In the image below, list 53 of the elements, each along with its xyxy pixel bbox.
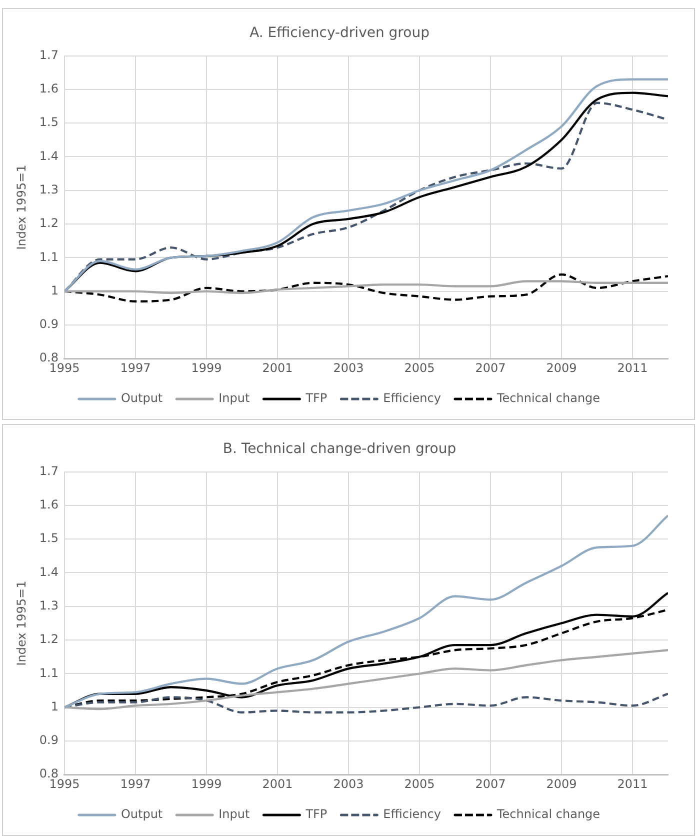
- x-tick-label: 2009: [546, 360, 577, 375]
- x-tick-label: 1995: [49, 360, 80, 375]
- x-tick-label: 1999: [191, 360, 222, 375]
- y-tick-label: 1.1: [39, 250, 58, 264]
- chart-title: B. Technical change-driven group: [222, 441, 456, 458]
- legend-label: TFP: [304, 391, 328, 406]
- x-tick-label: 2007: [475, 776, 506, 791]
- y-tick-label: 1.6: [39, 82, 58, 96]
- y-tick-label: 1.2: [39, 632, 58, 646]
- x-tick-label: 2009: [546, 776, 577, 791]
- y-tick-label: 1.7: [39, 464, 58, 478]
- y-tick-label: 0.9: [39, 317, 58, 332]
- y-tick-label: 1.5: [39, 115, 58, 130]
- y-tick-label: 0.9: [39, 733, 58, 748]
- legend-label: Technical change: [496, 807, 600, 822]
- legend-label: Efficiency: [383, 391, 441, 406]
- legend-label: Output: [120, 807, 163, 822]
- legend-label: Efficiency: [383, 807, 441, 822]
- legend-label: Input: [218, 391, 250, 406]
- y-tick-label: 1.4: [39, 564, 58, 579]
- legend-label: Input: [218, 807, 250, 822]
- y-tick-label: 1: [50, 699, 58, 714]
- legend-label: Output: [120, 391, 163, 406]
- x-tick-label: 2001: [262, 360, 293, 375]
- x-tick-label: 2003: [333, 360, 364, 375]
- y-axis-title: Index 1995=1: [14, 164, 28, 250]
- y-tick-label: 1.3: [39, 182, 58, 197]
- x-tick-label: 2001: [262, 776, 293, 791]
- y-tick-label: 1.5: [39, 531, 58, 546]
- x-tick-label: 1995: [49, 776, 80, 791]
- legend-label: TFP: [304, 807, 328, 822]
- x-tick-label: 2011: [617, 776, 648, 791]
- x-tick-label: 2007: [475, 360, 506, 375]
- legend-label: Technical change: [496, 391, 600, 406]
- y-tick-label: 1.6: [39, 498, 58, 512]
- y-tick-label: 1.1: [39, 666, 58, 680]
- x-tick-label: 2011: [617, 360, 648, 375]
- x-tick-label: 1997: [120, 360, 151, 375]
- chart-title: A. Efficiency-driven group: [250, 25, 430, 42]
- y-tick-label: 1.4: [39, 148, 58, 163]
- x-tick-label: 2005: [404, 776, 435, 791]
- y-tick-label: 1.7: [39, 48, 58, 62]
- x-tick-label: 2003: [333, 776, 364, 791]
- line-series: [64, 280, 668, 294]
- y-tick-label: 1.3: [39, 598, 58, 613]
- y-tick-label: 1: [50, 283, 58, 298]
- x-tick-label: 2005: [404, 360, 435, 375]
- y-tick-label: 1.2: [39, 216, 58, 230]
- line-series: [64, 514, 668, 708]
- line-series: [64, 649, 668, 710]
- y-axis-title: Index 1995=1: [14, 580, 28, 666]
- x-tick-label: 1999: [191, 776, 222, 791]
- x-tick-label: 1997: [120, 776, 151, 791]
